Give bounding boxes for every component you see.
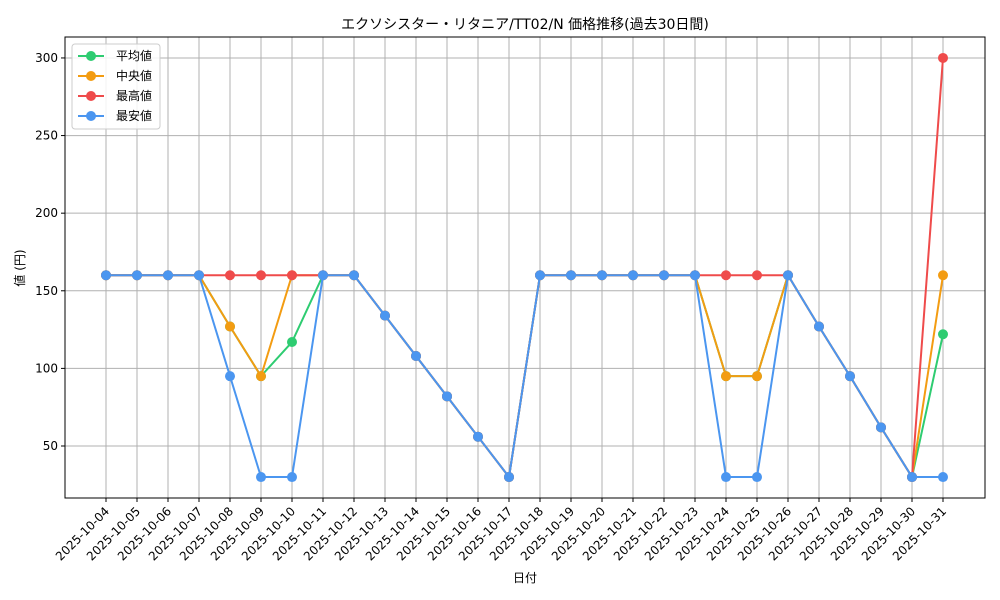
data-point <box>535 270 545 281</box>
data-series <box>101 52 948 483</box>
data-point <box>132 270 142 281</box>
data-point <box>690 270 700 281</box>
y-tick-label: 100 <box>35 361 58 375</box>
data-point <box>349 270 359 281</box>
y-tick-label: 200 <box>35 206 58 220</box>
x-axis-ticks: 2025-10-042025-10-052025-10-062025-10-07… <box>53 498 949 563</box>
data-point <box>876 422 886 433</box>
data-point <box>225 371 235 382</box>
series-3 <box>101 270 948 483</box>
data-point <box>318 270 328 281</box>
data-point <box>907 472 917 483</box>
y-axis-label: 値 (円) <box>12 249 27 286</box>
chart-title: エクソシスター・リタニア/TT02/N 価格推移(過去30日間) <box>341 17 709 33</box>
series-line <box>106 57 944 481</box>
legend-label: 最安値 <box>116 108 152 123</box>
data-point <box>721 371 731 382</box>
data-point <box>287 337 297 348</box>
legend-label: 平均値 <box>116 48 152 63</box>
y-axis-ticks: 50 100 150 200 250 300 <box>35 51 65 453</box>
data-point <box>380 310 390 321</box>
data-point <box>721 270 731 281</box>
legend-label: 最高値 <box>116 88 152 103</box>
plot-frame <box>64 36 986 499</box>
data-point <box>938 472 948 483</box>
data-point <box>752 472 762 483</box>
legend-label: 中央値 <box>116 68 152 83</box>
data-point <box>194 270 204 281</box>
data-point <box>659 270 669 281</box>
y-tick-label: 250 <box>35 129 58 143</box>
data-point <box>938 270 948 281</box>
data-point <box>256 472 266 483</box>
legend-marker-icon <box>86 51 96 61</box>
data-point <box>504 472 514 483</box>
data-point <box>938 329 948 340</box>
data-point <box>442 391 452 402</box>
data-point <box>411 350 421 361</box>
data-point <box>845 371 855 382</box>
legend-marker-icon <box>86 111 96 121</box>
x-axis-label: 日付 <box>513 571 537 585</box>
data-point <box>163 270 173 281</box>
legend-marker-icon <box>86 91 96 101</box>
legend-marker-icon <box>86 71 96 81</box>
y-tick-label: 300 <box>35 51 58 65</box>
data-point <box>287 472 297 483</box>
data-point <box>287 270 297 281</box>
series-2 <box>101 52 948 483</box>
data-point <box>814 321 824 332</box>
data-point <box>473 431 483 442</box>
legend-box <box>71 43 161 130</box>
series-line <box>106 272 943 480</box>
data-point <box>566 270 576 281</box>
data-point <box>938 52 948 63</box>
data-point <box>256 371 266 382</box>
data-point <box>783 270 793 281</box>
data-point <box>225 321 235 332</box>
grid-lines <box>65 37 985 498</box>
data-point <box>721 472 731 483</box>
data-point <box>256 270 266 281</box>
data-point <box>752 270 762 281</box>
y-tick-label: 50 <box>43 439 58 453</box>
data-point <box>225 270 235 281</box>
data-point <box>628 270 638 281</box>
data-point <box>752 371 762 382</box>
data-point <box>101 270 111 281</box>
data-point <box>597 270 607 281</box>
y-tick-label: 150 <box>35 284 58 298</box>
